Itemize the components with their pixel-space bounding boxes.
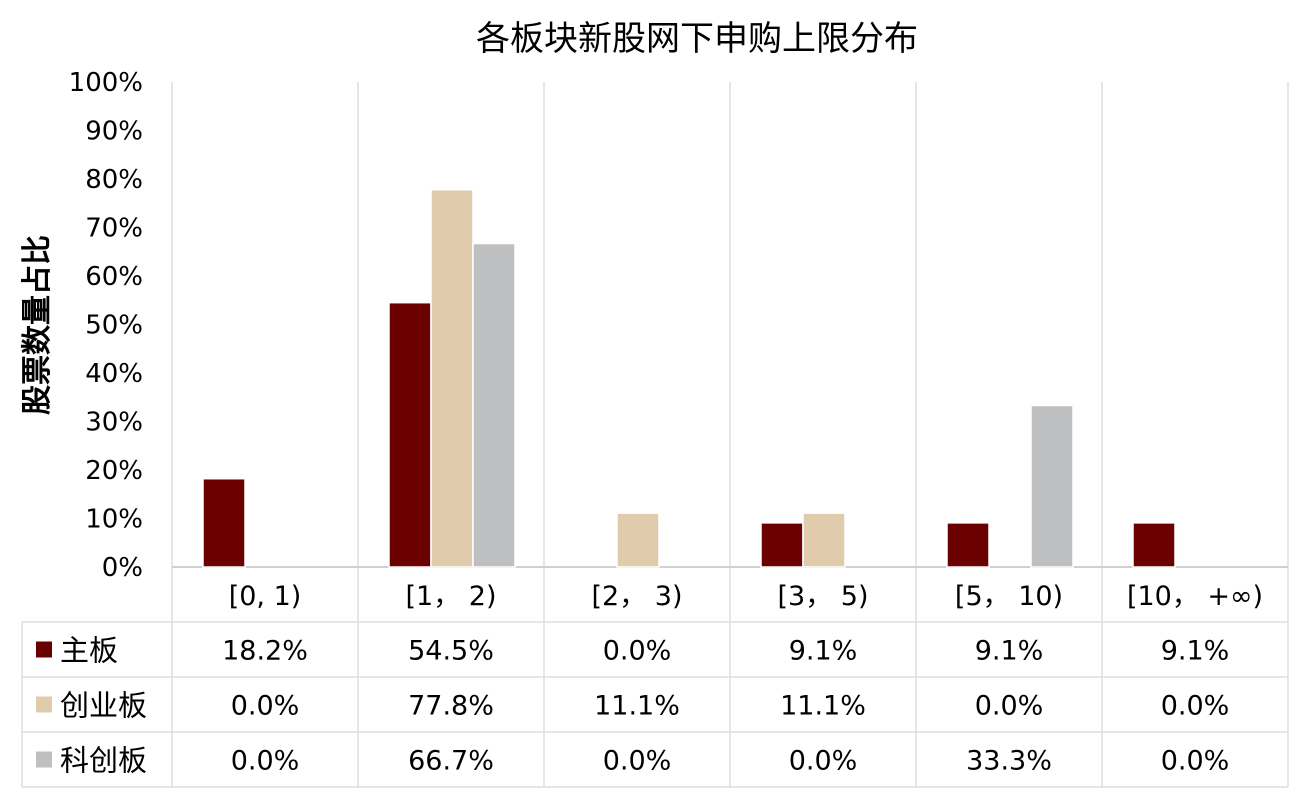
data-label: 0.0% xyxy=(603,636,672,667)
y-axis-label: 股票数量占比 xyxy=(20,235,55,415)
data-label: 0.0% xyxy=(789,746,858,777)
legend-label: 科创板 xyxy=(60,744,147,778)
y-tick-label: 70% xyxy=(85,214,143,244)
chart-title: 各板块新股网下申购上限分布 xyxy=(476,19,918,59)
gridlines xyxy=(21,82,1289,787)
data-label: 9.1% xyxy=(789,636,858,667)
y-tick-label: 60% xyxy=(85,262,143,292)
y-tick-label: 20% xyxy=(85,456,143,486)
bar xyxy=(760,522,804,568)
legend-swatch xyxy=(36,751,52,768)
legend-swatch xyxy=(36,696,52,713)
y-tick-label: 40% xyxy=(85,359,143,389)
data-label: 0.0% xyxy=(1161,746,1230,777)
data-label: 0.0% xyxy=(231,691,300,722)
x-tick-label: [10， +∞) xyxy=(1127,581,1263,612)
data-table: [0, 1) [1， 2) [2， 3) [3， 5) [5， 10) [10， +∞) 主… xyxy=(22,581,1288,788)
data-label: 18.2% xyxy=(222,636,308,667)
legend-label: 创业板 xyxy=(60,689,147,723)
bar xyxy=(1030,404,1074,568)
bar xyxy=(472,242,516,568)
y-tick-label: 0% xyxy=(102,553,143,583)
x-tick-label: [1， 2) xyxy=(405,581,496,612)
x-tick-label: [2， 3) xyxy=(591,581,682,612)
data-label: 11.1% xyxy=(780,691,866,722)
data-label: 33.3% xyxy=(966,746,1052,777)
bar xyxy=(1132,522,1176,568)
data-label: 0.0% xyxy=(231,746,300,777)
y-tick-label: 50% xyxy=(85,311,143,341)
legend-label: 主板 xyxy=(60,634,118,668)
bar xyxy=(388,301,432,568)
bars xyxy=(202,188,1176,568)
data-label: 54.5% xyxy=(408,636,494,667)
bar xyxy=(802,512,846,568)
data-label: 9.1% xyxy=(1161,636,1230,667)
data-label: 11.1% xyxy=(594,691,680,722)
data-label: 0.0% xyxy=(603,746,672,777)
y-tick-label: 80% xyxy=(85,165,143,195)
y-tick-label: 30% xyxy=(85,408,143,438)
y-axis-ticks: 0% 10% 20% 30% 40% 50% 60% 70% 80% 90% 100% xyxy=(69,68,143,583)
data-label: 9.1% xyxy=(975,636,1044,667)
y-tick-label: 10% xyxy=(85,505,143,535)
x-tick-label: [3， 5) xyxy=(777,581,868,612)
x-tick-label: [0, 1) xyxy=(229,581,302,612)
data-label: 0.0% xyxy=(975,691,1044,722)
y-tick-label: 90% xyxy=(85,117,143,147)
bar xyxy=(616,512,660,568)
legend-swatch xyxy=(36,641,52,658)
data-label: 0.0% xyxy=(1161,691,1230,722)
bar xyxy=(946,522,990,568)
bar xyxy=(430,188,474,568)
y-tick-label: 100% xyxy=(69,68,143,98)
data-label: 77.8% xyxy=(408,691,494,722)
x-tick-label: [5， 10) xyxy=(955,581,1063,612)
bar xyxy=(202,477,246,568)
data-label: 66.7% xyxy=(408,746,494,777)
